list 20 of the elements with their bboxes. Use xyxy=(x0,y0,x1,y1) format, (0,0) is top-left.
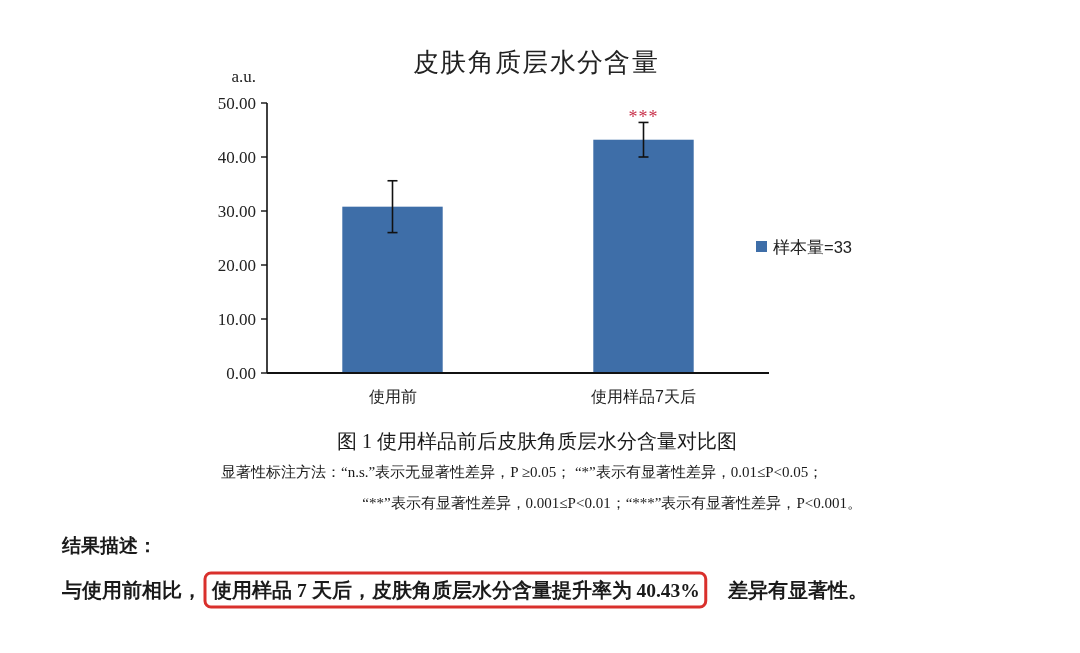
y-tick-label: 0.00 xyxy=(226,364,256,383)
annotation: *** xyxy=(628,107,659,128)
text: 结果描述： xyxy=(61,535,157,556)
legend: 样本量=33 xyxy=(756,237,852,256)
y-tick-label: 10.00 xyxy=(217,310,256,329)
text: “**”表示有显著性差异，0.001≤P<0.01；“***”表示有显著性差异，P<0.001。 xyxy=(362,495,862,511)
x-tick-label: 使用样品7天后 xyxy=(591,388,696,405)
text: 差异有显著性。 xyxy=(726,580,868,601)
legend-label: 样本量=33 xyxy=(773,237,852,256)
text: 使用样品 7 天后，皮肤角质层水分含量提升率为 40.43% xyxy=(211,579,700,601)
text: 与使用前相比， xyxy=(61,580,202,601)
chart-title: 皮肤角质层水分含量 xyxy=(413,48,659,77)
y-axis-title: a.u. xyxy=(231,67,256,86)
y-tick-label: 40.00 xyxy=(217,148,256,167)
text: 显著性标注方法：“n.s.”表示无显著性差异，P ≥0.05； “*”表示有显著性差异，0.01≤P<0.05； xyxy=(221,464,824,480)
x-tick-label: 使用前 xyxy=(368,388,417,405)
y-tick-label: 20.00 xyxy=(217,256,256,275)
caption: 图 1 使用样品前后皮肤角质层水分含量对比图 xyxy=(337,430,737,452)
y-tick-label: 30.00 xyxy=(217,202,256,221)
y-tick-label: 50.00 xyxy=(217,94,256,113)
